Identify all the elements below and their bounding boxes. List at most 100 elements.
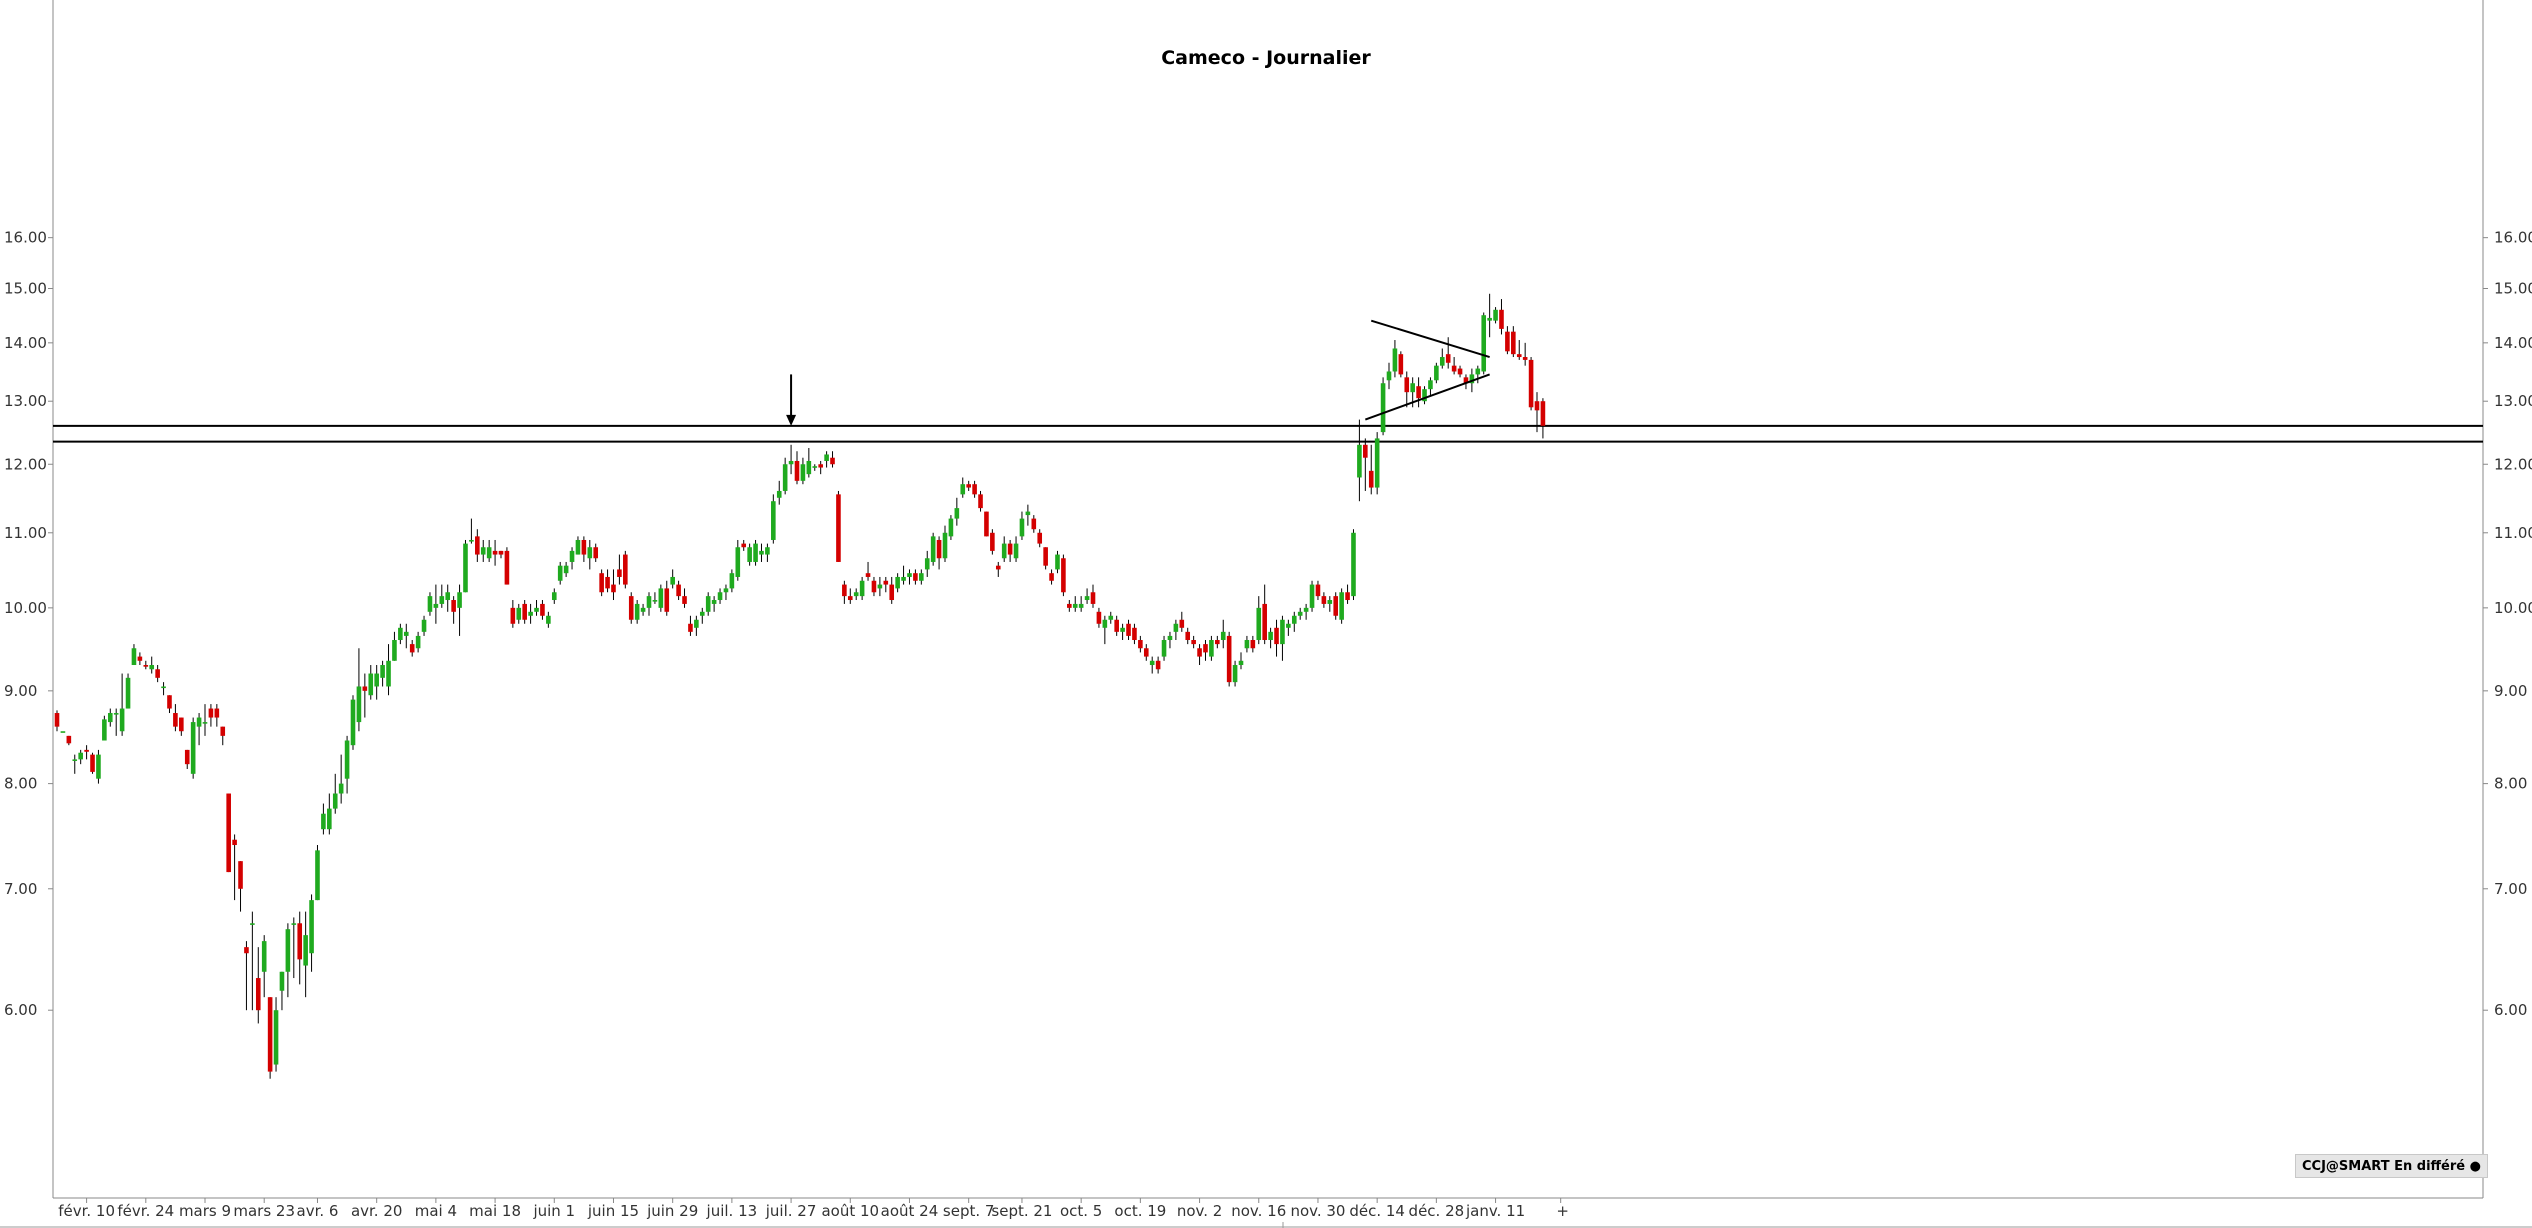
- candle-body: [1067, 603, 1072, 608]
- candle: [788, 444, 794, 475]
- candle: [593, 543, 599, 562]
- candle-body: [125, 677, 131, 709]
- candle: [184, 749, 190, 769]
- candle-body: [1374, 438, 1380, 488]
- candle-body: [812, 466, 818, 468]
- triangle-pattern-line: [1370, 319, 1490, 358]
- candle-body: [652, 600, 658, 602]
- candle-body: [824, 454, 829, 461]
- candle: [984, 511, 989, 537]
- x-tick-label: mars 23: [233, 1202, 295, 1220]
- candle: [699, 607, 705, 624]
- candle-body: [1268, 631, 1273, 641]
- candle: [1374, 432, 1380, 495]
- candle: [599, 569, 604, 597]
- candle-body: [646, 596, 652, 608]
- candle-body: [1499, 309, 1504, 329]
- candle-body: [1327, 600, 1333, 604]
- candle-body: [776, 490, 782, 498]
- candle-body: [1215, 640, 1220, 645]
- candle: [457, 584, 462, 636]
- y-tick-label-right: 12.00: [2494, 455, 2532, 473]
- candle: [344, 735, 350, 794]
- candle-body: [747, 547, 752, 562]
- candle: [865, 561, 871, 581]
- x-tick-label: déc. 28: [1409, 1202, 1465, 1220]
- candle-body: [658, 588, 664, 608]
- candle: [522, 600, 527, 624]
- candle-body: [480, 547, 486, 555]
- candle: [1315, 580, 1321, 601]
- candle: [1132, 623, 1137, 645]
- candle: [1351, 529, 1356, 601]
- candle: [1256, 596, 1262, 645]
- candle: [380, 660, 385, 687]
- candle-body: [865, 573, 871, 577]
- y-tick-label-right: 6.00: [2494, 1001, 2527, 1019]
- candle: [978, 490, 983, 512]
- candle-body: [415, 635, 421, 649]
- candle-body: [1232, 665, 1238, 683]
- y-tick-label-right: 7.00: [2494, 880, 2527, 898]
- candle-body: [143, 665, 149, 667]
- candle-body: [362, 686, 368, 691]
- candle: [1025, 504, 1031, 526]
- candle-body: [623, 554, 628, 585]
- y-tick-label-left: 12.00: [4, 455, 47, 473]
- candle-body: [1132, 627, 1137, 641]
- data-source-label: CCJ@SMART En différé: [2302, 1159, 2466, 1174]
- candle-body: [995, 565, 1001, 570]
- candle: [682, 588, 687, 608]
- candle: [1404, 371, 1410, 408]
- candle-body: [392, 640, 397, 661]
- candle: [1262, 584, 1267, 645]
- candle-body: [1108, 615, 1114, 620]
- candle-body: [1428, 380, 1433, 390]
- data-source-badge[interactable]: CCJ@SMART En différé ●: [2295, 1154, 2488, 1178]
- y-tick-label-right: 13.00: [2494, 392, 2532, 410]
- candle: [273, 997, 279, 1072]
- candle: [670, 569, 675, 589]
- candle-body: [261, 941, 267, 972]
- candle-body: [694, 619, 699, 628]
- candle-body: [924, 558, 930, 570]
- candle: [1481, 312, 1487, 375]
- candle: [942, 525, 948, 562]
- candle: [782, 457, 788, 495]
- candle: [1451, 357, 1457, 375]
- candle: [149, 656, 155, 674]
- candle-body: [1351, 532, 1356, 597]
- x-tick-label: févr. 10: [58, 1202, 115, 1220]
- candle-body: [936, 539, 942, 559]
- candle-body: [250, 923, 255, 925]
- chart-title: Cameco - Journalier: [1161, 47, 1371, 69]
- candle: [356, 648, 362, 732]
- candle-body: [1013, 543, 1019, 559]
- candle-body: [190, 722, 196, 774]
- candle: [966, 480, 971, 491]
- candle: [723, 584, 729, 601]
- candle-body: [551, 592, 557, 601]
- candle: [267, 997, 273, 1079]
- candle-body: [806, 460, 812, 475]
- x-tick-label: sept. 21: [991, 1202, 1052, 1220]
- candle: [1291, 611, 1297, 632]
- candle-body: [374, 673, 379, 687]
- candle-body: [208, 708, 214, 718]
- y-tick-label-right: 8.00: [2494, 775, 2527, 793]
- candle: [261, 935, 267, 998]
- x-tick-label: juil. 27: [765, 1202, 817, 1220]
- candle: [563, 561, 569, 577]
- candle: [652, 592, 658, 604]
- candle-body: [1061, 558, 1066, 593]
- candle-body: [569, 550, 575, 562]
- candle-body: [1167, 635, 1173, 641]
- candle-body: [1481, 315, 1487, 372]
- candle: [676, 580, 681, 601]
- candle: [747, 543, 752, 566]
- candle-body: [1422, 389, 1427, 402]
- candle-body: [1451, 365, 1457, 372]
- candle: [1522, 342, 1528, 366]
- candle: [279, 971, 285, 1011]
